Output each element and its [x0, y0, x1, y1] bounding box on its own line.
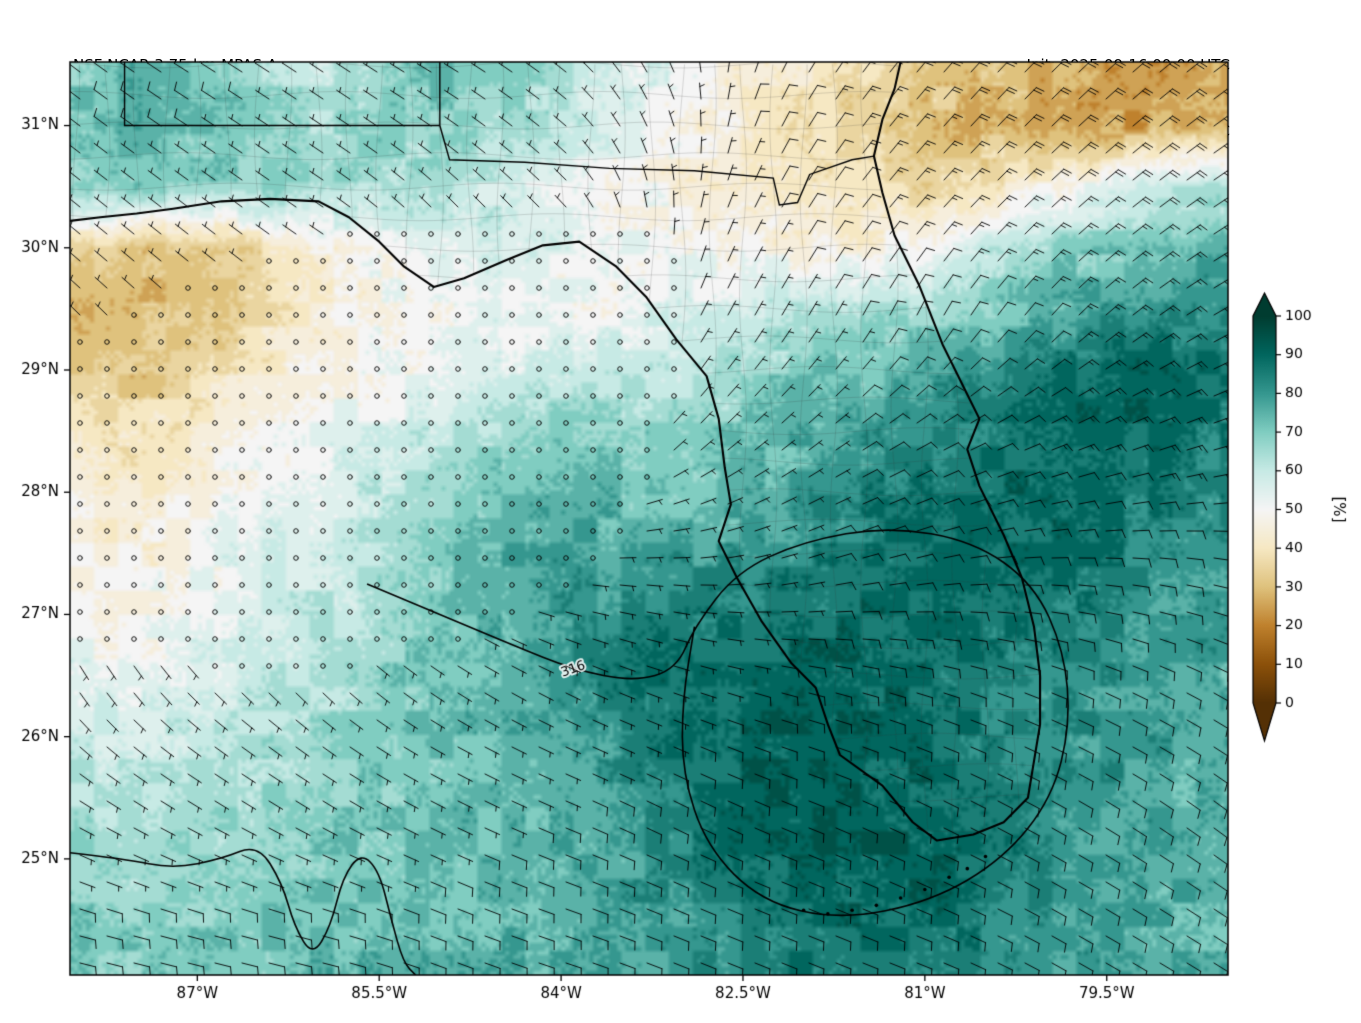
map-canvas — [0, 55, 1361, 1023]
